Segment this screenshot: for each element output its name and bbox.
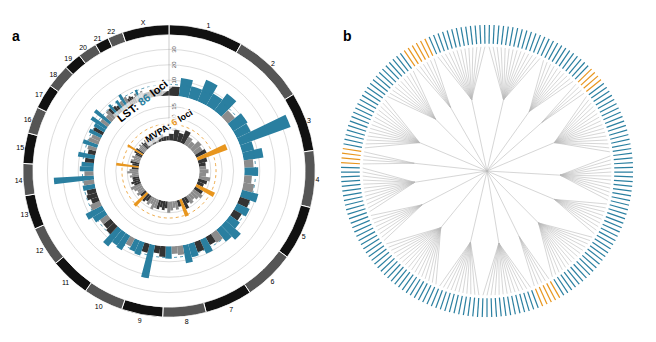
svg-text:10: 10: [171, 114, 177, 121]
svg-text:14: 14: [15, 177, 23, 184]
svg-text:19: 19: [64, 55, 72, 62]
svg-text:20: 20: [171, 61, 177, 68]
svg-text:15: 15: [16, 144, 24, 151]
svg-text:12: 12: [36, 247, 44, 254]
svg-text:5: 5: [171, 127, 177, 131]
svg-text:b: b: [343, 28, 352, 44]
svg-text:MVPA: 6 loci: MVPA: 6 loci: [143, 107, 194, 144]
svg-text:17: 17: [35, 91, 43, 98]
svg-text:22: 22: [107, 28, 115, 35]
svg-text:8: 8: [185, 318, 189, 325]
svg-text:2: 2: [271, 60, 275, 67]
svg-text:LST: 86 loci: LST: 86 loci: [115, 78, 170, 125]
svg-text:6: 6: [271, 278, 275, 285]
svg-text:13: 13: [20, 211, 28, 218]
svg-text:10: 10: [95, 303, 103, 310]
svg-text:30: 30: [171, 45, 177, 52]
svg-text:18: 18: [49, 71, 57, 78]
svg-text:3: 3: [307, 117, 311, 124]
svg-text:21: 21: [94, 35, 102, 42]
svg-text:15: 15: [171, 102, 177, 109]
svg-text:10: 10: [171, 76, 177, 83]
svg-text:11: 11: [62, 279, 69, 286]
svg-text:7: 7: [229, 306, 233, 313]
svg-text:4: 4: [316, 176, 320, 183]
svg-text:a: a: [12, 28, 20, 44]
svg-text:16: 16: [24, 116, 32, 123]
svg-text:1: 1: [206, 22, 210, 29]
svg-text:5: 5: [302, 233, 306, 240]
svg-text:X: X: [141, 19, 146, 26]
svg-text:20: 20: [79, 44, 87, 51]
svg-text:9: 9: [138, 317, 142, 324]
